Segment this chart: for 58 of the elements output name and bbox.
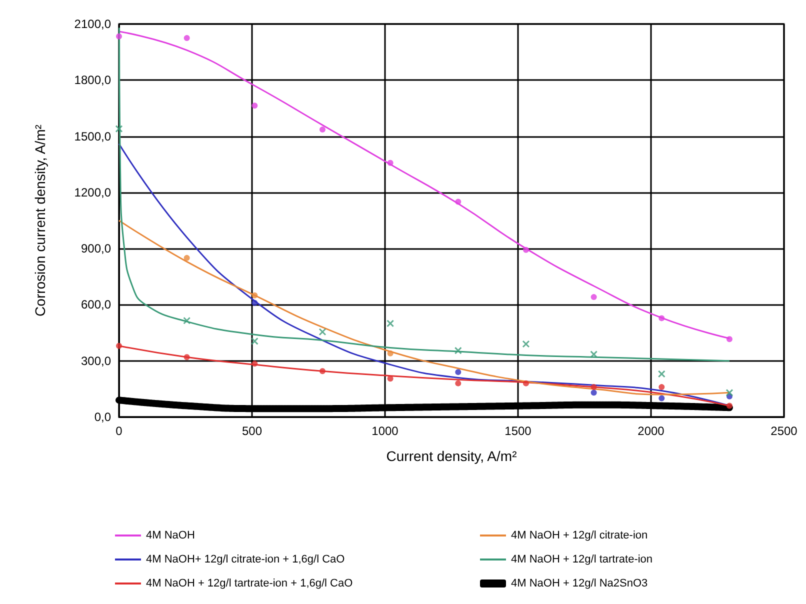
x-tick-label: 1500 [504, 424, 532, 438]
point [183, 316, 191, 324]
point [184, 35, 190, 42]
x-tick-label: 1000 [372, 424, 399, 438]
y-tick-label: 600,0 [80, 298, 112, 312]
point [386, 320, 394, 328]
point [455, 369, 462, 376]
point [522, 380, 529, 386]
point [726, 336, 732, 342]
point [116, 342, 122, 349]
point [387, 350, 394, 356]
y-tick-label: 0,0 [94, 410, 112, 424]
point [726, 402, 732, 409]
x-tick-label: 2500 [770, 424, 798, 438]
y-tick-label: 300,0 [80, 354, 112, 368]
y-tick-label: 1200,0 [74, 185, 112, 200]
point [590, 390, 597, 396]
x-tick-label: 0 [116, 424, 123, 438]
x-tick-label: 500 [242, 424, 262, 438]
point [116, 33, 122, 40]
point [319, 368, 326, 374]
y-tick-label: 2100,0 [74, 17, 112, 31]
y-tick-label: 1500,0 [74, 129, 112, 144]
point [658, 395, 665, 402]
legend-label: 4M NaOH+ 12g/l citrate-ion + 1,6g/l CaO [146, 554, 346, 566]
y-tick-label: 1800,0 [74, 73, 112, 88]
point [590, 350, 598, 358]
y-axis-title: Corrosion current density, A/m² [32, 124, 48, 316]
point [590, 384, 597, 390]
point [387, 160, 394, 166]
point [252, 102, 258, 109]
x-tick-label: 2000 [638, 424, 665, 438]
point [318, 328, 326, 336]
y-tick-label: 900,0 [80, 242, 112, 256]
point [726, 388, 734, 396]
point [590, 294, 597, 300]
point [658, 384, 665, 390]
x-axis-title: Current density, A/m² [386, 448, 518, 464]
legend-label: 4M NaOH + 12g/l tartrate-ion [511, 554, 653, 566]
legend-label: 4M NaOH [146, 530, 195, 542]
point [455, 380, 462, 386]
point [658, 370, 666, 378]
point [319, 126, 326, 133]
point [658, 315, 665, 322]
point [455, 198, 462, 205]
legend-label: 4M NaOH + 12g/l citrate-ion [511, 530, 648, 542]
point [522, 340, 530, 348]
point [454, 346, 462, 354]
point [115, 125, 123, 133]
point [252, 360, 258, 367]
point [252, 292, 258, 298]
legend-label: 4M NaOH + 12g/l Na2SnO3 [511, 578, 648, 590]
point [184, 354, 190, 360]
point [522, 246, 529, 253]
point [250, 337, 258, 345]
point [184, 254, 190, 261]
legend-label: 4M NaOH + 12g/l tartrate-ion + 1,6g/l CaO [146, 578, 354, 590]
point [252, 300, 258, 306]
